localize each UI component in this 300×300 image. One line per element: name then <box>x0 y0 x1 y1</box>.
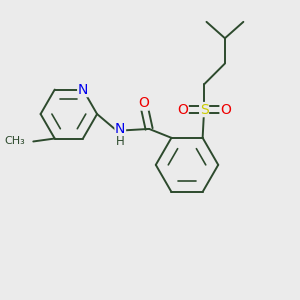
Text: N: N <box>78 82 88 97</box>
Text: S: S <box>200 103 208 117</box>
Text: H: H <box>116 135 124 148</box>
Text: O: O <box>138 96 149 110</box>
Text: O: O <box>177 103 188 117</box>
Text: N: N <box>115 122 125 136</box>
Text: CH₃: CH₃ <box>4 136 25 146</box>
Text: O: O <box>220 103 231 117</box>
